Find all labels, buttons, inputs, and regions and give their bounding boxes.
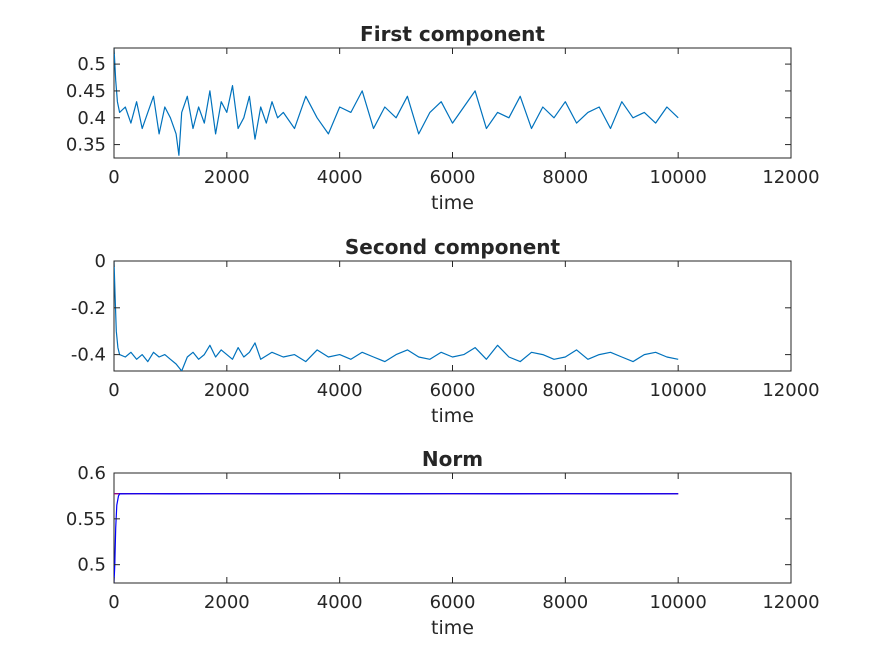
x-tick-label: 8000 (542, 167, 588, 188)
y-tick-label: 0.55 (66, 509, 106, 530)
x-tick-label: 0 (108, 592, 119, 613)
y-tick-label: 0.5 (77, 555, 106, 576)
chart-title: Norm (422, 447, 483, 471)
x-axis-label: time (431, 192, 474, 214)
subplot-2: 0 2000 4000 6000 8000 10000 12000 0 -0.2 -0.4 Seco… (71, 235, 820, 427)
x-tick-label: 2000 (204, 167, 250, 188)
x-tick-label: 0 (108, 167, 119, 188)
subplot-1: 0 2000 4000 6000 8000 10000 12000 0.35 0.4 0.45 0.… (66, 22, 820, 214)
x-tick-label: 6000 (430, 592, 476, 613)
y-tick-label: 0.35 (66, 135, 106, 156)
x-tick-label: 0 (108, 380, 119, 401)
x-tick-label: 2000 (204, 380, 250, 401)
y-tick-label: -0.2 (71, 298, 106, 319)
chart-title: Second component (345, 235, 561, 259)
y-tick-label: 0.45 (66, 81, 106, 102)
plot-area (113, 260, 792, 372)
x-tick-label: 4000 (317, 592, 363, 613)
x-tick-label: 6000 (430, 380, 476, 401)
x-tick-label: 8000 (542, 380, 588, 401)
x-tick-label: 12000 (762, 380, 819, 401)
x-tick-label: 6000 (430, 167, 476, 188)
series-line-3 (114, 493, 679, 583)
x-axis-label: time (431, 405, 474, 427)
x-tick-label: 10000 (650, 167, 707, 188)
y-tick-label: 0 (95, 251, 106, 272)
series-group (114, 493, 679, 583)
plot-area (113, 472, 792, 584)
x-tick-label: 4000 (317, 380, 363, 401)
x-tick-label: 12000 (762, 167, 819, 188)
chart-title: First component (360, 22, 545, 46)
x-tick-label: 2000 (204, 592, 250, 613)
x-axis-label: time (431, 617, 474, 639)
y-tick-label: -0.4 (71, 345, 106, 366)
x-tick-label: 10000 (650, 380, 707, 401)
y-tick-label: 0.4 (77, 108, 106, 129)
plot-area (113, 47, 792, 159)
x-tick-label: 4000 (317, 167, 363, 188)
x-tick-label: 12000 (762, 592, 819, 613)
y-tick-label: 0.5 (77, 54, 106, 75)
y-tick-label: 0.6 (77, 463, 106, 484)
subplot-3: 0 2000 4000 6000 8000 10000 12000 0.5 0.55 0.6 Nor… (66, 447, 820, 639)
series-group (114, 48, 679, 156)
series-line-1 (114, 261, 679, 371)
series-line-1 (114, 48, 679, 156)
series-group (114, 261, 679, 371)
x-tick-label: 8000 (542, 592, 588, 613)
x-tick-label: 10000 (650, 592, 707, 613)
